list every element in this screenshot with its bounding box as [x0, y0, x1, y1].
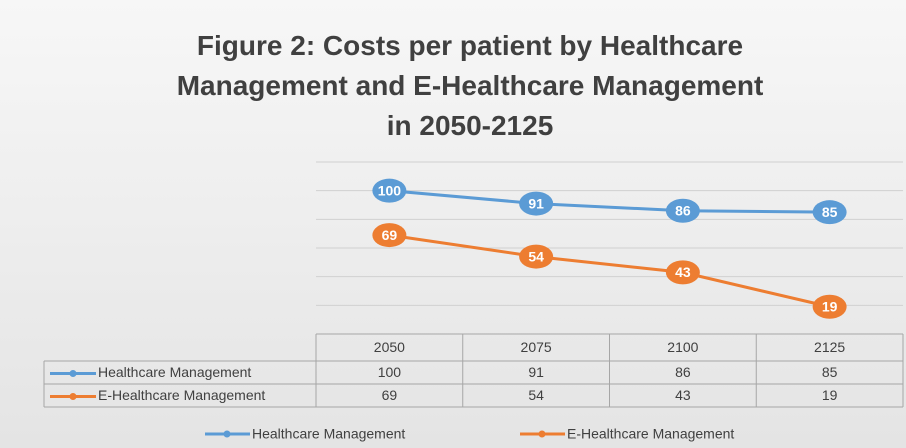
x-tick-label: 2075: [521, 339, 552, 355]
table-row-label: Healthcare Management: [98, 364, 251, 380]
data-point: [665, 198, 700, 223]
data-point: [372, 178, 407, 203]
data-label: 43: [675, 264, 691, 280]
data-label: 86: [675, 202, 691, 218]
table-row-label: E-Healthcare Management: [98, 387, 265, 403]
legend-swatch: [69, 393, 77, 400]
series-line: [389, 233, 830, 309]
series-line: [389, 189, 830, 214]
data-label: 100: [378, 182, 402, 198]
data-point: [519, 244, 554, 269]
data-point: [372, 223, 407, 248]
x-tick-label: 2100: [667, 339, 698, 355]
chart-title: Figure 2: Costs per patient by Healthcar…: [177, 30, 764, 141]
data-label: 85: [822, 204, 838, 220]
data-point: [812, 294, 847, 319]
data-label: 19: [822, 298, 838, 314]
data-point: [812, 200, 847, 225]
data-label: 69: [382, 227, 398, 243]
table-cell: 86: [675, 364, 691, 380]
x-tick-label: 2050: [374, 339, 405, 355]
legend-swatch: [69, 370, 77, 377]
legend-swatch: [223, 430, 231, 438]
table-cell: 100: [378, 364, 402, 380]
table-cell: 54: [528, 387, 544, 403]
table-cell: 43: [675, 387, 691, 403]
legend-label: E-Healthcare Management: [567, 426, 734, 442]
table-cell: 91: [528, 364, 544, 380]
data-point: [519, 191, 554, 216]
data-label: 54: [528, 248, 544, 264]
table-cell: 69: [382, 387, 398, 403]
table-cell: 19: [822, 387, 838, 403]
legend-swatch: [538, 430, 546, 438]
data-point: [665, 260, 700, 285]
x-tick-label: 2125: [814, 339, 845, 355]
table-cell: 85: [822, 364, 838, 380]
legend-label: Healthcare Management: [252, 426, 405, 442]
data-label: 91: [528, 195, 544, 211]
